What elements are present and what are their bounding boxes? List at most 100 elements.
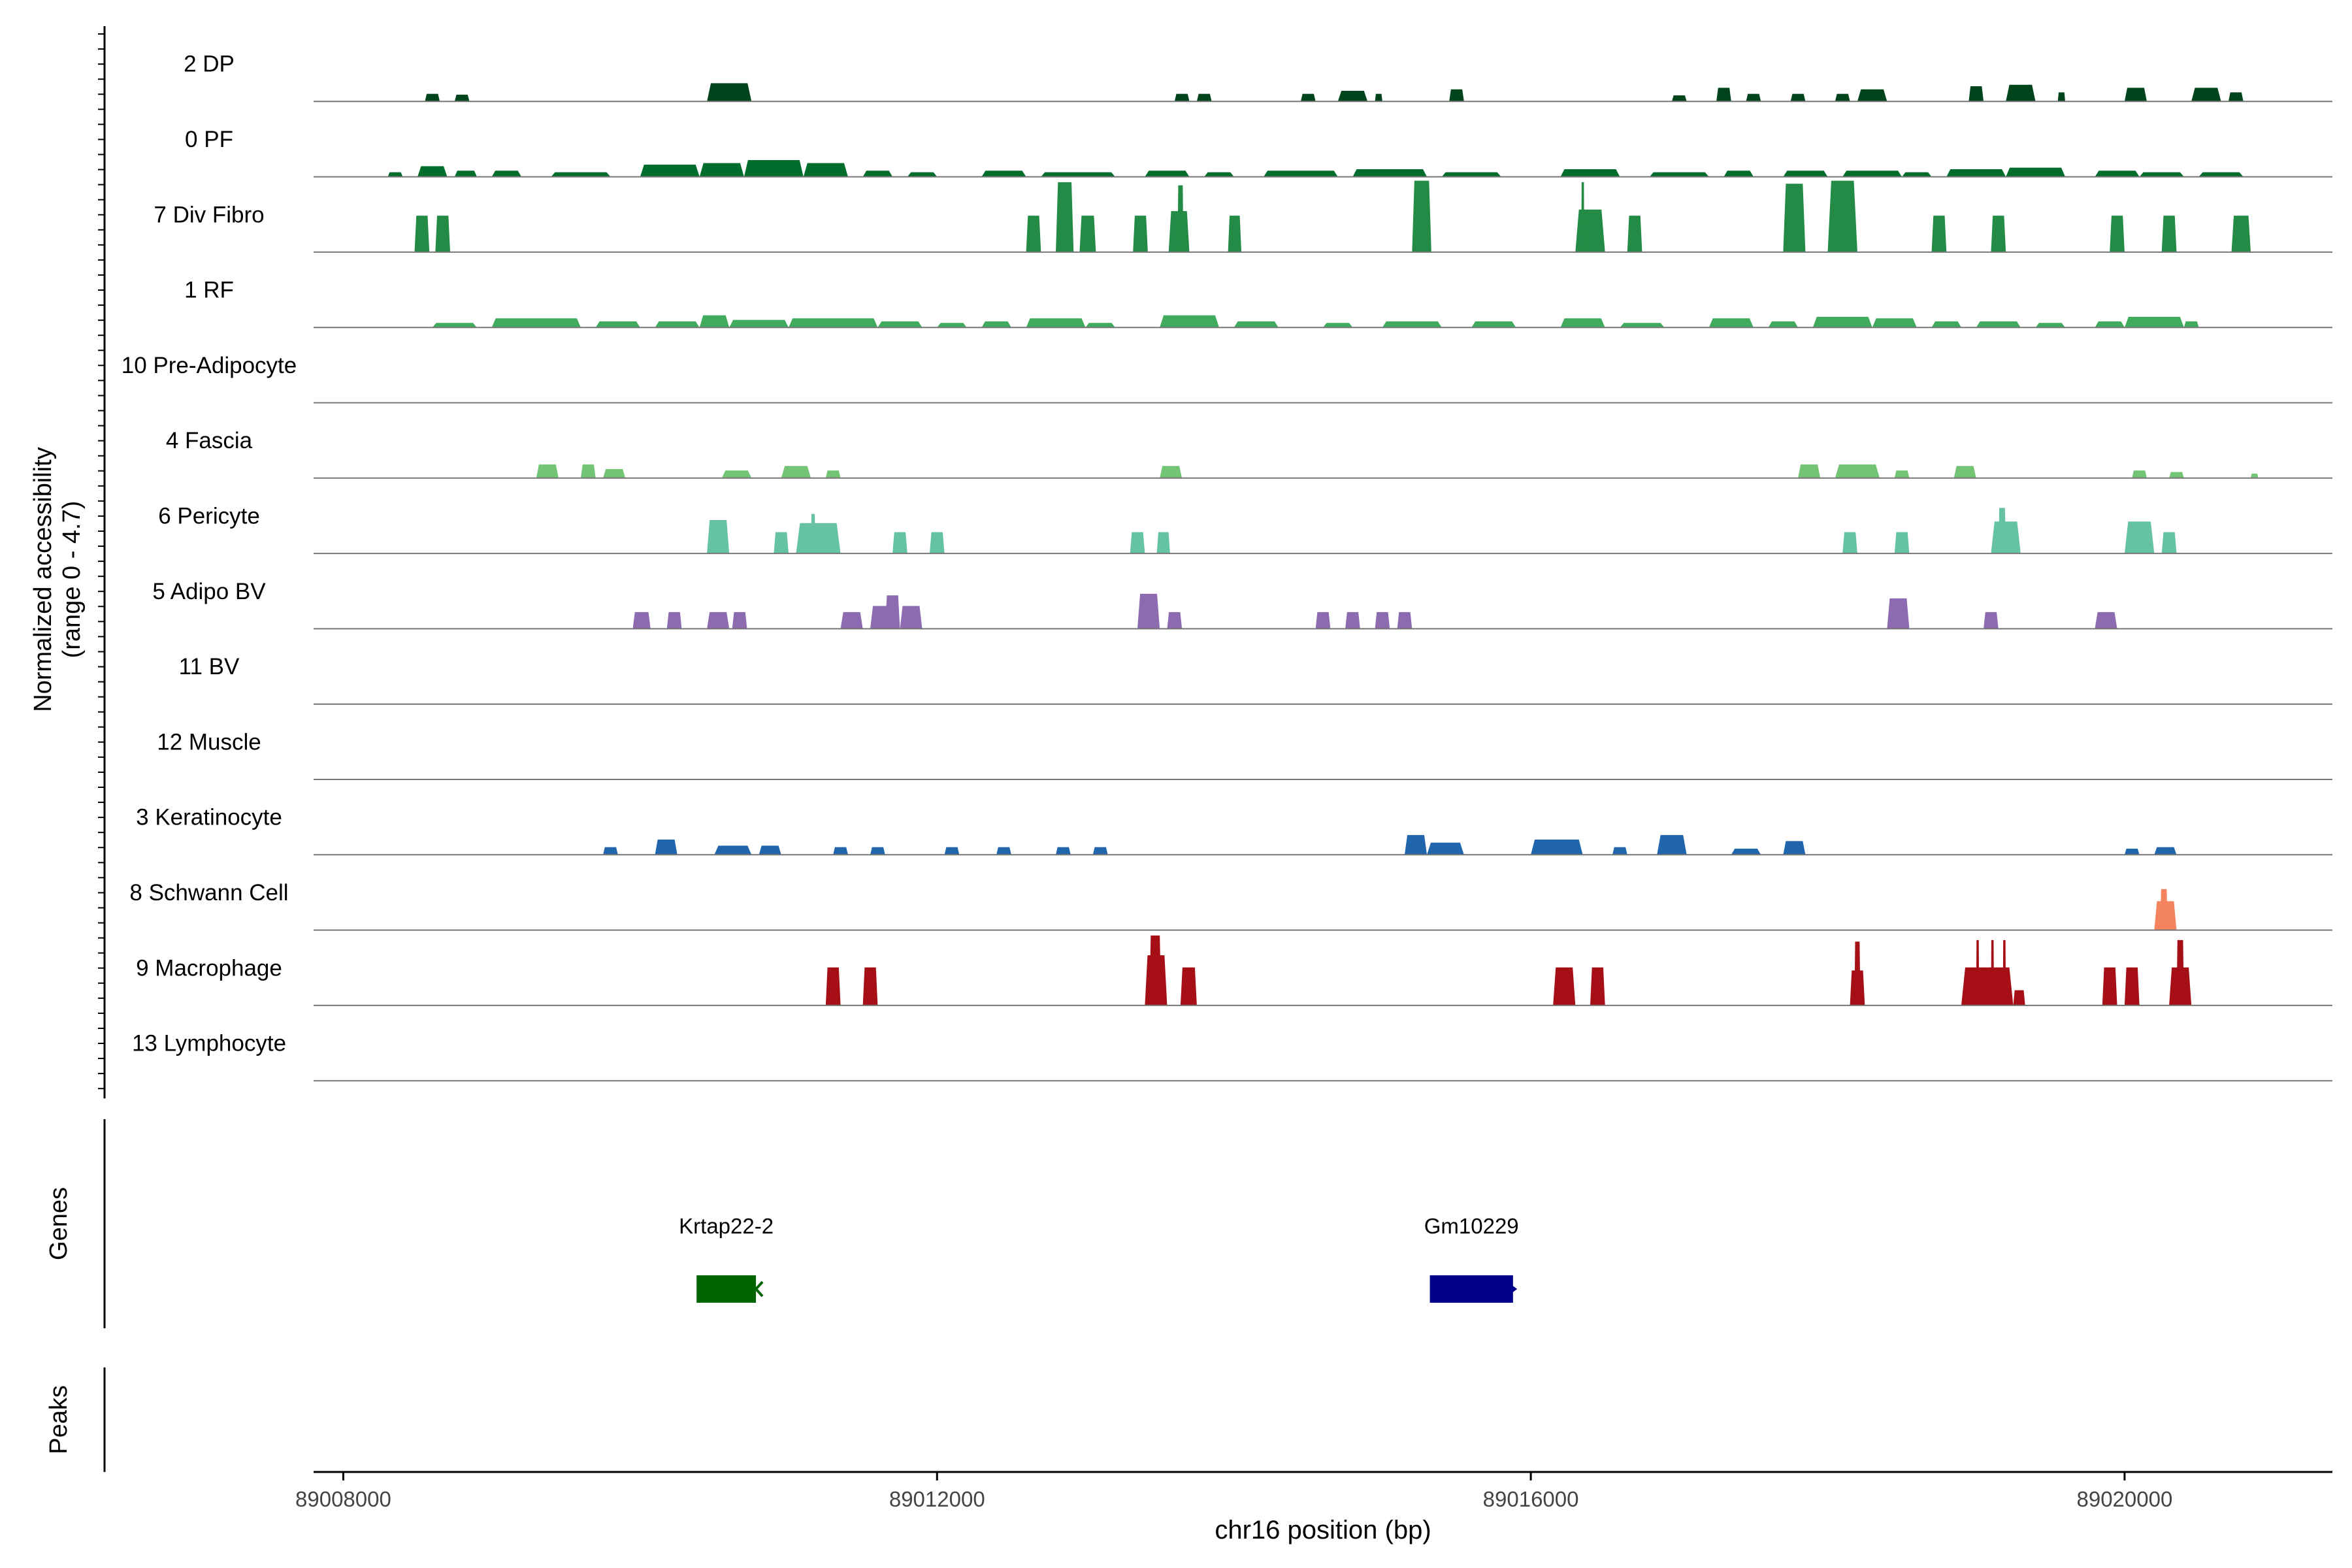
coverage-peak: [1649, 172, 1709, 177]
coverage-peak: [937, 323, 967, 328]
coverage-peak: [1783, 841, 1806, 855]
coverage-peak: [1300, 93, 1316, 102]
coverage-peak: [1931, 321, 1961, 328]
track-13-lymphocyte: 13 Lymphocyte: [132, 1031, 2332, 1082]
coverage-peak: [1835, 93, 1850, 102]
coverage-peak: [632, 612, 651, 629]
coverage-peak: [1553, 967, 1576, 1005]
coverage-peak: [1041, 172, 1115, 177]
gene-gm10229: Gm10229: [1424, 1214, 1519, 1303]
coverage-peak: [1783, 184, 1806, 252]
track-label: 9 Macrophage: [136, 955, 282, 981]
track-12-muscle: 12 Muscle: [157, 729, 2332, 780]
coverage-peak: [1731, 848, 1761, 855]
coverage-peak: [1137, 593, 1160, 629]
coverage-peak: [862, 171, 893, 177]
coverage-peak: [707, 612, 730, 629]
gene-label: Gm10229: [1424, 1214, 1519, 1238]
track-label: 10 Pre-Adipocyte: [122, 353, 297, 378]
coverage-peak: [1842, 171, 1903, 177]
coverage-peak: [892, 532, 907, 554]
coverage-peak: [870, 847, 885, 855]
coverage-peak: [900, 606, 923, 629]
coverage-peak: [2169, 472, 2184, 478]
coverage-peak: [811, 514, 815, 554]
coverage-peak: [2102, 967, 2117, 1005]
coverage-peak: [1857, 89, 1887, 102]
coverage-peak: [1620, 323, 1665, 328]
coverage-peak: [1961, 967, 2014, 1005]
coverage-peak: [1590, 967, 1605, 1005]
coverage-peak: [1894, 470, 1910, 478]
x-tick-label: 89020000: [2076, 1487, 2172, 1511]
gene-label: Krtap22-2: [679, 1214, 774, 1238]
coverage-peak: [714, 845, 752, 855]
coverage-peak: [417, 166, 448, 177]
coverage-peak: [1160, 315, 1219, 328]
coverage-peak: [2110, 216, 2125, 252]
x-axis-title: chr16 position (bp): [1215, 1516, 1431, 1544]
track-2-dp: 2 DP: [184, 52, 2332, 103]
track-9-macrophage: 9 Macrophage: [136, 935, 2332, 1006]
coverage-peak: [1375, 612, 1390, 629]
coverage-peak: [1991, 939, 1994, 1005]
coverage-peak: [2132, 470, 2147, 478]
coverage-peak: [1449, 89, 1464, 102]
coverage-peak: [1887, 598, 1910, 629]
peaks-track-label: Peaks: [45, 1385, 73, 1454]
coverage-peak: [491, 318, 581, 328]
coverage-peak: [1746, 93, 1761, 102]
coverage-peak: [435, 216, 451, 252]
track-8-schwann-cell: 8 Schwann Cell: [129, 880, 2332, 931]
coverage-peak: [1723, 171, 1754, 177]
track-7-div-fibro: 7 Div Fibro: [154, 180, 2332, 253]
coverage-peak: [595, 321, 640, 328]
coverage-peak: [1196, 93, 1212, 102]
track-0-pf: 0 PF: [185, 127, 2332, 178]
coverage-peak: [454, 94, 470, 102]
coverage-peak: [1427, 842, 1464, 855]
coverage-peak: [1323, 323, 1353, 328]
coverage-peak: [699, 315, 730, 328]
y-axis-title: Normalized accessibility: [29, 447, 57, 711]
gene-strand-arrow: [1507, 1282, 1518, 1296]
coverage-peak: [1984, 612, 1999, 629]
track-10-pre-adipocyte: 10 Pre-Adipocyte: [122, 353, 2332, 404]
coverage-peak: [1149, 935, 1162, 1005]
track-5-adipo-bv: 5 Adipo BV: [152, 579, 2332, 630]
coverage-peak: [1167, 612, 1183, 629]
coverage-peak: [1382, 321, 1442, 328]
track-label: 2 DP: [184, 52, 235, 77]
coverage-peak: [2198, 172, 2244, 177]
coverage-peak: [1204, 172, 1234, 177]
coverage-peak: [2139, 172, 2184, 177]
coverage-peak: [603, 468, 626, 478]
coverage-peak: [1976, 321, 2021, 328]
coverage-peak: [1931, 216, 1947, 252]
coverage-peak: [1233, 321, 1279, 328]
coverage-peak: [1790, 93, 1806, 102]
coverage-peak: [1842, 532, 1857, 554]
coverage-peak: [862, 967, 878, 1005]
coverage-peak: [387, 172, 403, 177]
coverage-peak: [2176, 939, 2184, 1005]
coverage-peak: [640, 164, 700, 177]
coverage-peak: [414, 216, 430, 252]
coverage-peak: [2095, 612, 2117, 629]
coverage-peak: [1352, 169, 1428, 177]
x-tick-label: 89008000: [295, 1487, 391, 1511]
coverage-peak: [774, 532, 789, 554]
coverage-peak: [1079, 216, 1096, 252]
track-label: 12 Muscle: [157, 729, 261, 755]
coverage-peak: [732, 612, 747, 629]
accessibility-tracks: 2 DP 0 PF 7 Div Fibro 1 RF 10 Pre-Adipocyte 4…: [122, 52, 2332, 1082]
coverage-peak: [1056, 847, 1071, 855]
coverage-peak: [707, 519, 730, 554]
coverage-peak: [2095, 321, 2125, 328]
track-label: 4 Fascia: [166, 428, 253, 453]
coverage-peak: [840, 612, 863, 629]
coverage-peak: [1835, 464, 1880, 478]
track-label: 7 Div Fibro: [154, 202, 264, 227]
coverage-peak: [1671, 95, 1687, 102]
coverage-peak: [666, 612, 682, 629]
